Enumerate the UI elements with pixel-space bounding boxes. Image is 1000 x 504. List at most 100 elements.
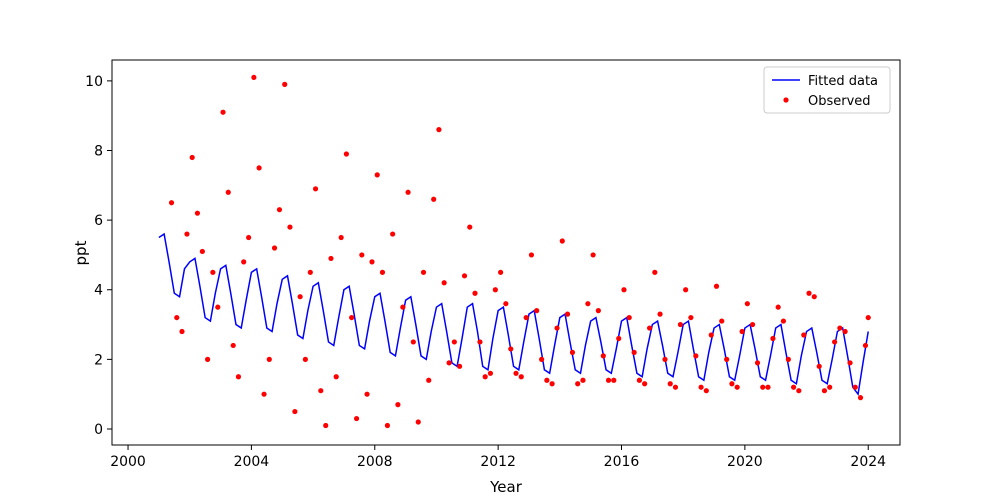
observed-point <box>179 328 185 335</box>
observed-point <box>796 388 802 394</box>
observed-point <box>677 321 684 328</box>
observed-point <box>379 269 386 275</box>
observed-point <box>842 328 848 335</box>
observed-point <box>672 384 679 390</box>
observed-point <box>318 388 324 394</box>
observed-point <box>857 395 864 401</box>
y-tick-label: 8 <box>94 144 103 160</box>
x-tick-label: 2000 <box>110 454 146 470</box>
observed-point <box>338 234 344 241</box>
observed-point <box>688 314 694 321</box>
observed-point <box>189 154 195 161</box>
observed-point <box>220 109 226 115</box>
observed-point <box>246 234 252 241</box>
observed-point <box>477 339 483 345</box>
observed-point <box>508 346 514 352</box>
observed-point <box>276 207 283 213</box>
observed-point <box>652 269 658 275</box>
observed-point <box>626 314 632 321</box>
observed-point <box>395 402 401 408</box>
observed-point <box>657 311 663 317</box>
observed-point <box>456 363 463 369</box>
legend-label: Observed <box>808 94 871 109</box>
observed-point <box>708 332 714 338</box>
observed-point <box>503 301 509 307</box>
observed-point <box>333 374 339 380</box>
observed-point <box>174 314 180 321</box>
observed-point <box>754 360 761 366</box>
observed-point <box>199 248 205 255</box>
observed-point <box>837 325 843 331</box>
observed-point <box>461 273 468 279</box>
observed-point <box>595 308 601 314</box>
observed-point <box>451 339 457 345</box>
observed-point <box>693 353 699 359</box>
legend-box <box>763 66 891 114</box>
observed-point <box>683 287 689 293</box>
observed-point <box>806 290 812 296</box>
observed-point <box>518 374 524 380</box>
observed-point <box>302 356 308 362</box>
observed-point <box>323 422 329 429</box>
observed-point <box>405 189 411 195</box>
observed-point <box>498 269 504 275</box>
observed-point <box>349 314 355 321</box>
observed-point <box>307 269 313 275</box>
observed-point <box>667 381 673 387</box>
observed-point <box>662 356 668 362</box>
observed-point <box>616 335 622 342</box>
observed-point <box>590 252 596 258</box>
observed-point <box>359 252 365 258</box>
observed-point <box>621 287 627 293</box>
observed-point <box>862 342 869 349</box>
observed-point <box>523 314 529 321</box>
observed-point <box>631 349 637 356</box>
observed-point <box>642 381 648 387</box>
observed-point <box>600 353 606 359</box>
observed-point <box>585 301 591 307</box>
y-tick-label: 10 <box>85 74 103 90</box>
observed-point <box>580 377 586 383</box>
observed-point <box>261 391 267 397</box>
y-tick-label: 4 <box>94 283 103 299</box>
observed-point <box>482 374 488 380</box>
x-tick-label: 2016 <box>604 454 640 470</box>
legend-marker <box>783 97 789 103</box>
observed-point <box>205 356 211 362</box>
observed-point <box>215 304 221 310</box>
observed-point <box>539 356 545 362</box>
observed-point <box>724 356 730 362</box>
y-axis-label: ppt <box>72 240 90 265</box>
observed-point <box>559 238 565 244</box>
observed-point <box>420 269 427 275</box>
observed-point <box>605 377 612 383</box>
observed-point <box>312 186 319 192</box>
observed-point <box>528 252 535 258</box>
observed-point <box>852 384 858 390</box>
observed-point <box>534 308 540 314</box>
observed-point <box>765 384 771 390</box>
observed-point <box>384 422 391 429</box>
y-tick-label: 0 <box>94 422 103 438</box>
x-tick-label: 2012 <box>480 454 516 470</box>
observed-point <box>698 384 704 390</box>
observed-point <box>343 151 349 157</box>
plot-area <box>158 74 871 429</box>
observed-point <box>775 304 781 310</box>
observed-point <box>390 231 396 237</box>
observed-point <box>225 189 231 195</box>
legend-label: Fitted data <box>808 74 878 89</box>
observed-point <box>353 415 360 422</box>
observed-point <box>739 328 745 335</box>
observed-point <box>251 74 257 81</box>
observed-point <box>241 259 247 265</box>
observed-point <box>441 280 447 286</box>
x-axis-label: Year <box>489 478 523 496</box>
observed-point <box>415 419 421 425</box>
observed-point <box>513 370 519 376</box>
observed-point <box>266 356 272 362</box>
observed-point <box>703 388 709 394</box>
observed-point <box>770 335 776 342</box>
observed-point <box>569 349 576 356</box>
